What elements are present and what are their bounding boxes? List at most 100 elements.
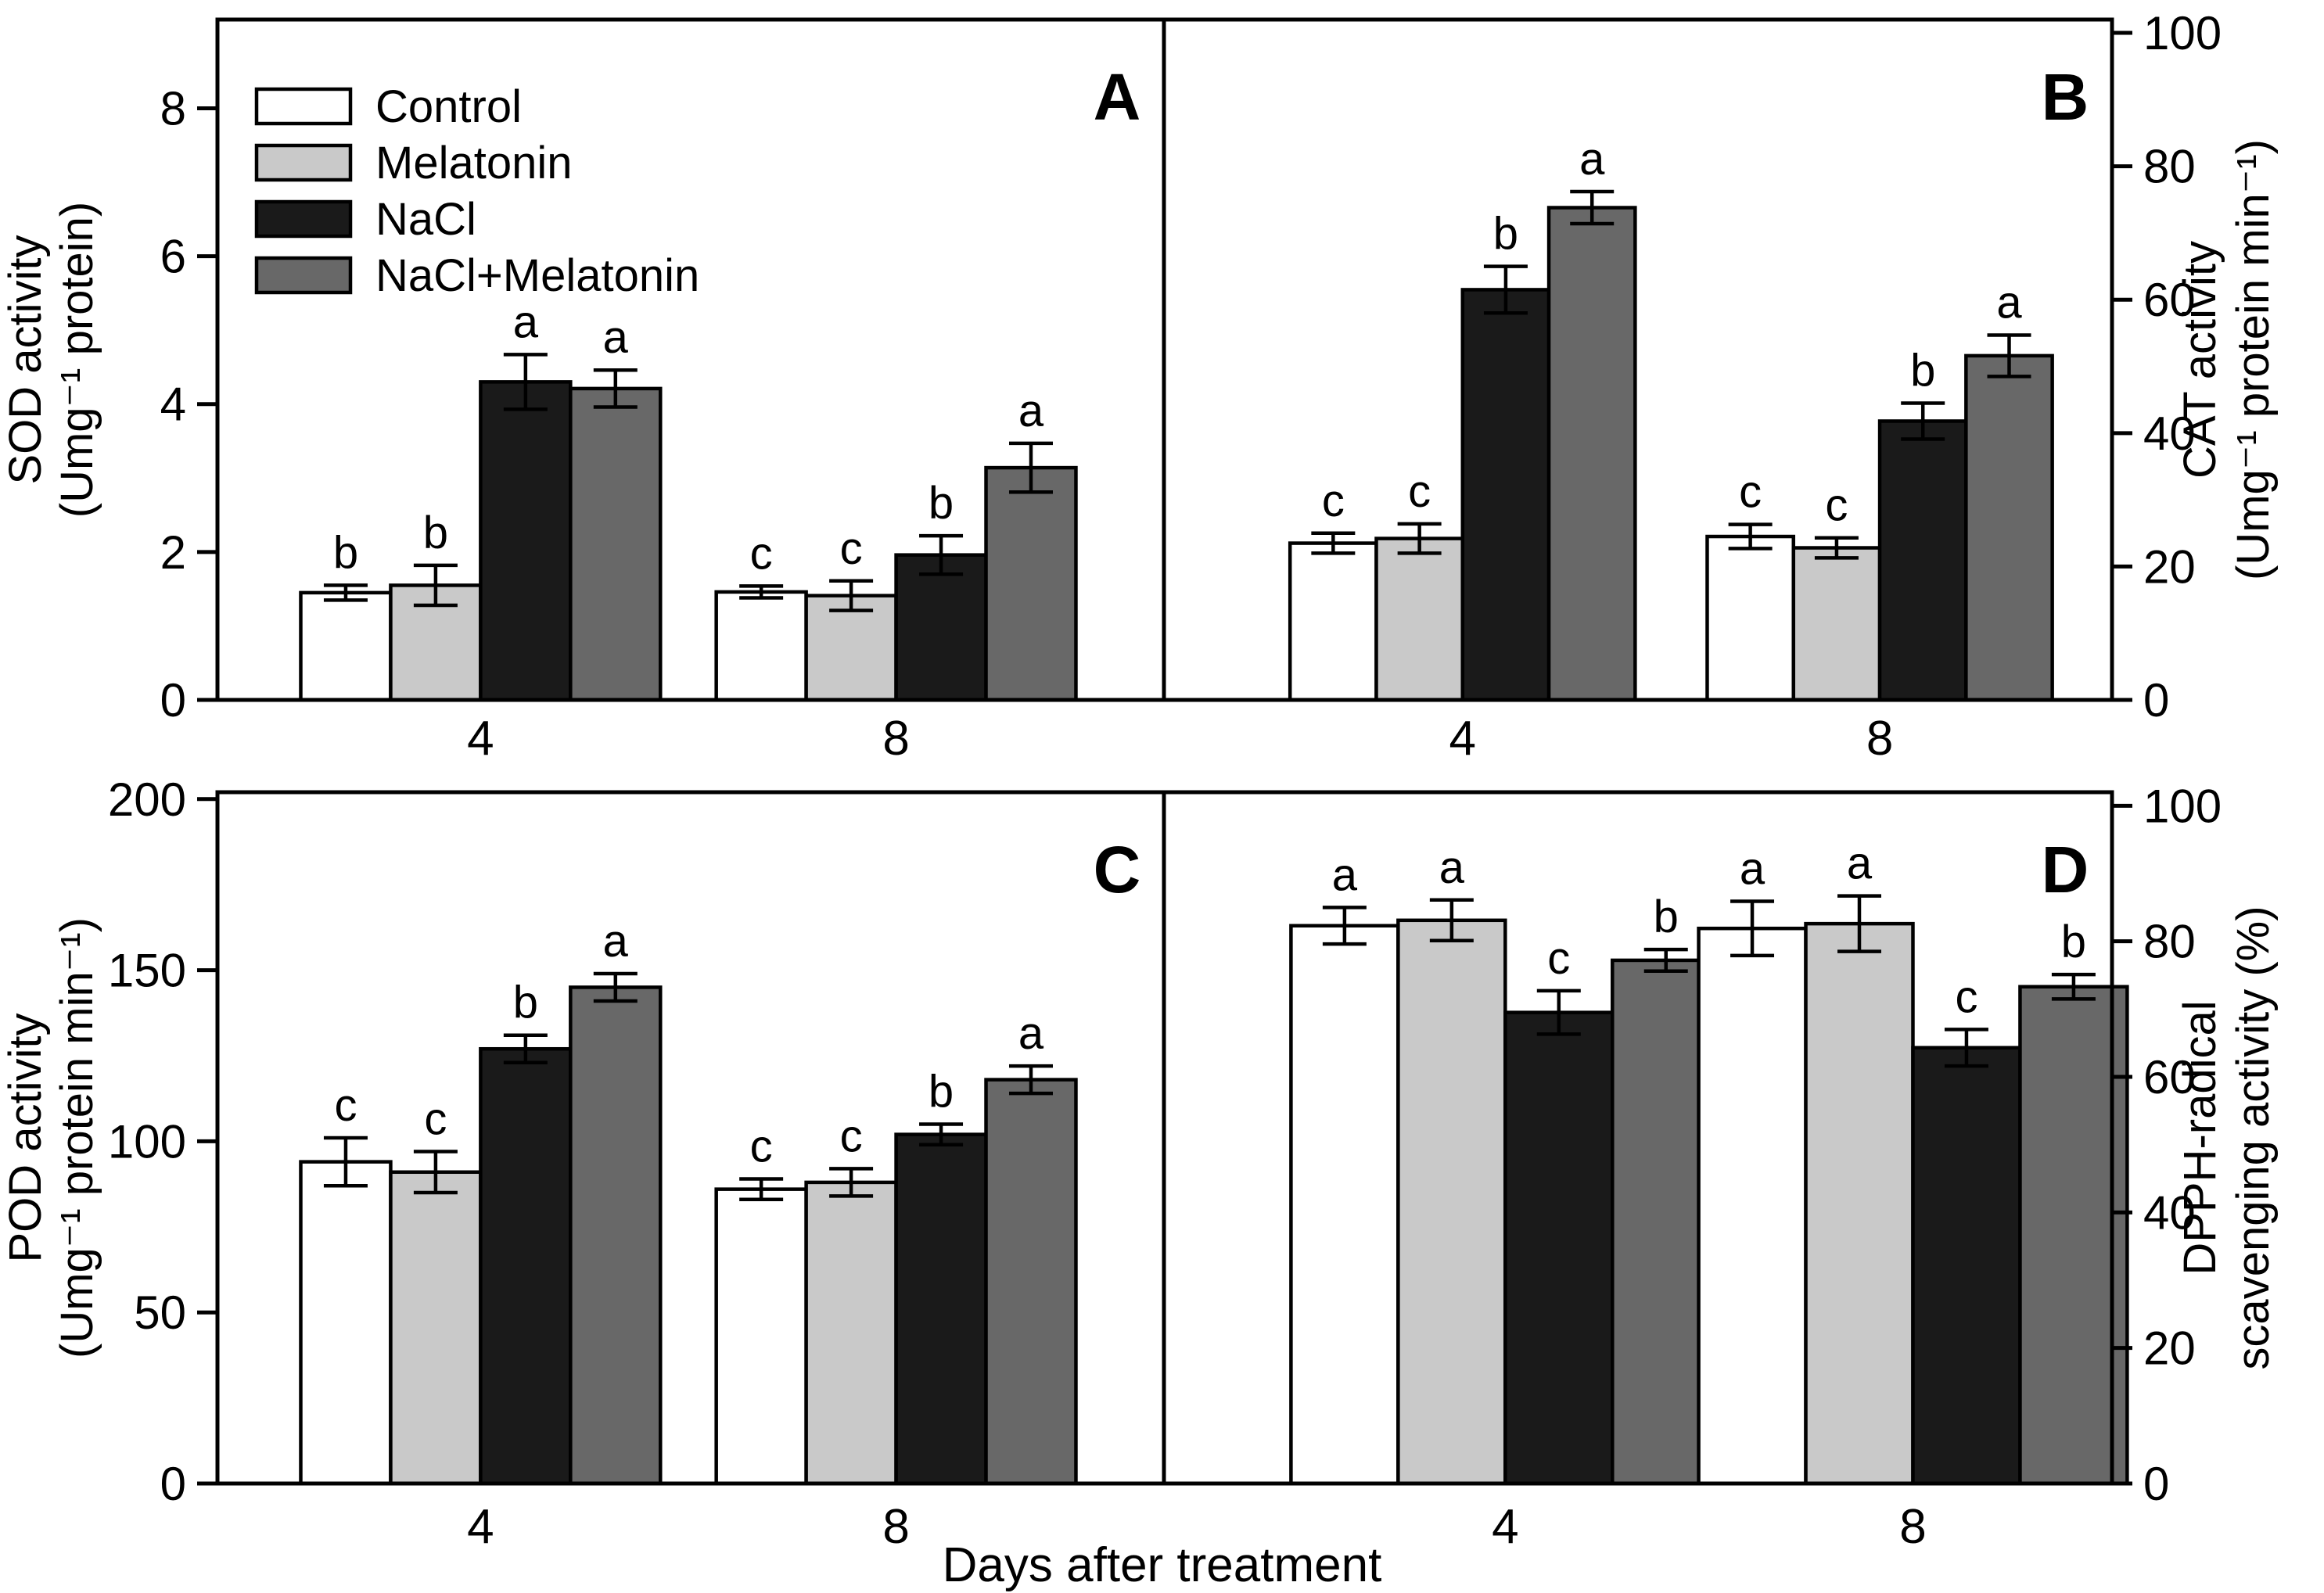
y-tick-label-D-60: 60 xyxy=(2143,1051,2196,1103)
sig-letter-A-nacl-day4: a xyxy=(513,296,539,347)
error-bar-B-nacl-day4 xyxy=(1483,264,1528,315)
y-axis-label-B-line2: (Umg⁻¹ protein min⁻¹) xyxy=(2228,139,2279,580)
x-tick-label-D-8: 8 xyxy=(1899,1500,1926,1554)
bar-C-control-day8 xyxy=(714,1187,808,1486)
bar-B-melatonin-day4 xyxy=(1374,536,1465,702)
bar-B-control-day4 xyxy=(1288,541,1378,702)
y-tick-label-A-8: 8 xyxy=(160,82,186,135)
bar-A-nacl-day8 xyxy=(894,553,988,702)
panel-letter-C: C xyxy=(1094,833,1141,906)
legend-swatch-nacl-melatonin xyxy=(254,256,353,295)
sig-letter-D-control-day4: a xyxy=(1332,849,1358,900)
x-axis-label: Days after treatment xyxy=(942,1538,1382,1592)
error-bar-B-melatonin-day8 xyxy=(1814,536,1859,560)
bar-D-nacl-day8 xyxy=(1911,1046,2022,1486)
y-tick-label-B-20: 20 xyxy=(2143,540,2196,593)
y-tick-label-A-6: 6 xyxy=(160,231,186,283)
bar-A-nacl-melatonin-day4 xyxy=(569,386,663,702)
bar-C-nacl-day8 xyxy=(894,1132,988,1486)
error-bar-B-control-day4 xyxy=(1311,531,1356,555)
sig-letter-C-nacl-melatonin-day4: a xyxy=(603,916,629,967)
sig-letter-A-control-day8: c xyxy=(750,528,773,579)
y-tick-label-A-2: 2 xyxy=(160,526,186,579)
x-tick-label-D-4: 4 xyxy=(1492,1500,1518,1554)
y-tick-label-B-40: 40 xyxy=(2143,407,2196,460)
sig-letter-D-melatonin-day8: a xyxy=(1847,838,1873,889)
error-bar-C-melatonin-day8 xyxy=(829,1167,874,1198)
bar-B-nacl-melatonin-day4 xyxy=(1546,206,1637,702)
error-bar-C-nacl-day4 xyxy=(503,1033,548,1064)
bar-A-control-day4 xyxy=(299,590,393,702)
sig-letter-B-melatonin-day4: c xyxy=(1408,466,1431,517)
bar-B-nacl-day8 xyxy=(1877,419,1968,702)
sig-letter-D-nacl-day4: c xyxy=(1547,933,1570,984)
y-tick-label-A-0: 0 xyxy=(160,674,186,727)
sig-letter-C-control-day4: c xyxy=(334,1080,357,1131)
legend-swatch-melatonin xyxy=(254,143,353,182)
legend-label-nacl-melatonin: NaCl+Melatonin xyxy=(375,250,699,301)
y-tick-label-D-80: 80 xyxy=(2143,916,2196,968)
x-tick-label-B-4: 4 xyxy=(1449,712,1476,766)
error-bar-D-nacl-day8 xyxy=(1944,1028,1988,1068)
y-tick-label-B-100: 100 xyxy=(2143,7,2222,59)
sig-letter-A-melatonin-day4: b xyxy=(423,508,448,558)
y-tick-label-C-150: 150 xyxy=(108,945,186,997)
error-bar-B-nacl-melatonin-day4 xyxy=(1570,189,1615,226)
error-bar-C-nacl-day8 xyxy=(919,1122,964,1147)
plot-frame-B xyxy=(1162,17,2114,702)
sig-letter-C-control-day8: c xyxy=(750,1121,773,1172)
sig-letter-A-melatonin-day8: c xyxy=(840,523,863,574)
error-bar-A-nacl-melatonin-day8 xyxy=(1008,441,1053,494)
legend-swatch-control xyxy=(254,87,353,126)
error-bar-D-melatonin-day8 xyxy=(1837,894,1882,953)
x-tick-label-A-8: 8 xyxy=(882,712,909,766)
sig-letter-D-nacl-melatonin-day4: b xyxy=(1654,892,1679,942)
bar-D-control-day4 xyxy=(1289,924,1400,1486)
bar-A-nacl-day4 xyxy=(479,380,573,702)
x-tick-label-B-8: 8 xyxy=(1866,712,1893,766)
y-tick-label-B-0: 0 xyxy=(2143,674,2169,727)
sig-letter-B-melatonin-day8: c xyxy=(1825,480,1848,531)
sig-letter-A-nacl-day8: b xyxy=(929,478,954,529)
y-axis-label-A-line1: SOD activity xyxy=(0,235,51,484)
error-bar-A-control-day8 xyxy=(739,584,784,600)
bar-B-nacl-day4 xyxy=(1460,288,1551,702)
error-bar-C-control-day4 xyxy=(323,1136,368,1188)
y-axis-label-D-line2: scavenging activity (%) xyxy=(2228,906,2279,1369)
y-tick-label-C-0: 0 xyxy=(160,1458,186,1510)
bar-C-control-day4 xyxy=(299,1160,393,1486)
x-tick-label-C-8: 8 xyxy=(882,1500,909,1554)
sig-letter-C-melatonin-day8: c xyxy=(840,1110,863,1161)
legend-swatch-nacl xyxy=(254,199,353,239)
error-bar-C-control-day8 xyxy=(739,1177,784,1202)
error-bar-A-melatonin-day8 xyxy=(829,579,874,612)
error-bar-D-nacl-melatonin-day8 xyxy=(2051,972,2096,1001)
legend-label-control: Control xyxy=(375,81,522,132)
y-tick-label-D-20: 20 xyxy=(2143,1322,2196,1375)
error-bar-A-nacl-day4 xyxy=(503,353,548,411)
legend-label-melatonin: Melatonin xyxy=(375,138,572,188)
panel-C: c c b a 4 c c b a 8 0 50 100 150 200 C POD activity (Umg⁻… xyxy=(0,773,1166,1554)
sig-letter-B-nacl-day4: b xyxy=(1493,209,1518,260)
sig-letter-B-control-day4: c xyxy=(1322,475,1345,526)
bar-C-melatonin-day8 xyxy=(804,1180,898,1486)
y-tick-label-D-0: 0 xyxy=(2143,1458,2169,1510)
sig-letter-C-nacl-melatonin-day8: a xyxy=(1018,1008,1044,1059)
error-bar-D-nacl-melatonin-day4 xyxy=(1643,947,1688,974)
bar-C-nacl-melatonin-day4 xyxy=(569,985,663,1486)
error-bar-B-melatonin-day4 xyxy=(1397,522,1442,555)
bar-B-nacl-melatonin-day8 xyxy=(1964,353,2054,702)
panel-A: b b a a 4 c c b a 8 0 2 4 6 8 A SOD activity (Umg⁻¹ prote… xyxy=(0,17,1166,766)
error-bar-C-nacl-melatonin-day8 xyxy=(1008,1064,1053,1096)
y-tick-label-A-4: 4 xyxy=(160,379,186,431)
legend-label-nacl: NaCl xyxy=(375,194,476,245)
bar-A-nacl-melatonin-day8 xyxy=(984,465,1078,702)
bar-A-control-day8 xyxy=(714,590,808,702)
sig-letter-C-nacl-day8: b xyxy=(929,1066,954,1117)
y-tick-label-C-50: 50 xyxy=(134,1286,186,1339)
error-bar-C-melatonin-day4 xyxy=(413,1150,458,1195)
error-bar-D-nacl-day4 xyxy=(1536,988,1581,1036)
y-axis-label-B-line1: CAT activity xyxy=(2175,241,2225,479)
